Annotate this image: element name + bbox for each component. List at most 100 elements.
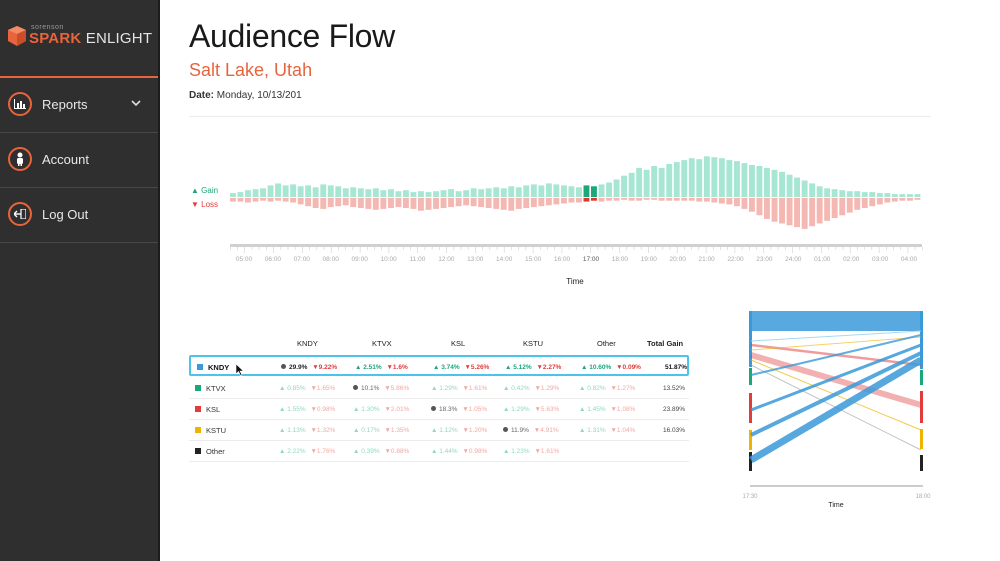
loss-bar — [666, 198, 673, 201]
x-tick-label: 03:00 — [872, 256, 889, 263]
flow-link — [749, 356, 923, 464]
gain-value: ▲ 5.12% — [505, 364, 532, 371]
loss-bar — [305, 198, 312, 207]
flow-cell: ▲ 5.12% ▼2.27% — [505, 364, 561, 371]
nav-item-account[interactable]: Account — [0, 133, 158, 188]
date-value: Monday, 10/13/201 — [216, 90, 302, 101]
flow-cell: 29.9% ▼9.22% — [281, 364, 337, 371]
x-tick-mark — [741, 247, 743, 250]
logo-text: SPARK ENLIGHT — [29, 30, 152, 47]
x-tick-mark — [540, 247, 541, 250]
loss-bar — [741, 198, 748, 209]
x-tick-mark — [842, 247, 844, 250]
gain-bar — [478, 189, 485, 197]
flow-cell: ▲ 1.44% ▼0.98% — [431, 448, 487, 455]
gain-bar — [613, 179, 620, 197]
loss-value: ▼1.27% — [608, 385, 636, 392]
flow-node-left — [749, 393, 752, 423]
loss-bar — [493, 198, 500, 209]
nav-item-logout[interactable]: Log Out — [0, 188, 158, 243]
gain-bar — [749, 165, 755, 197]
gain-loss-chart[interactable]: ▲ Gain ▼ Loss 05:00 06:00 07:00 08:00 09:00 1… — [185, 140, 935, 290]
sidebar: sorenson SPARK ENLIGHT Reports Account L… — [0, 0, 160, 561]
flow-node-left — [749, 335, 752, 367]
gain-bar — [643, 169, 650, 197]
x-tick-mark — [482, 247, 483, 250]
x-tick-mark — [713, 247, 714, 250]
loss-bar — [628, 198, 635, 201]
x-tick-mark — [352, 247, 354, 250]
loss-value: ▼1.6% — [384, 364, 408, 371]
loss-bar — [621, 198, 627, 200]
loss-bar — [538, 198, 545, 207]
loss-bar — [342, 198, 349, 206]
gain-value: ▲ 0.17% — [353, 427, 380, 434]
gain-value: ▲ 2.22% — [279, 448, 306, 455]
loss-value: ▼4.91% — [531, 427, 559, 434]
gain-bar — [312, 187, 319, 197]
station-flow-chart[interactable]: 17:30 18:00 Time — [740, 305, 935, 520]
x-tick-mark — [878, 247, 880, 253]
loss-bar — [696, 198, 703, 202]
table-row[interactable]: KNDY 29.9% ▼9.22% ▲ 2.51% ▼1.6% ▲ 3.74% ▼5.… — [189, 355, 689, 376]
chevron-down-icon[interactable] — [131, 100, 141, 107]
total-gain: 23.89% — [662, 406, 685, 413]
x-tick-label: 24:00 — [785, 256, 802, 263]
x-tick-mark — [799, 247, 801, 250]
x-tick-mark — [345, 247, 346, 250]
gain-bar — [568, 186, 575, 197]
app-logo[interactable]: sorenson SPARK ENLIGHT — [0, 0, 158, 78]
gain-bar — [380, 190, 387, 197]
x-tick-mark — [287, 247, 289, 250]
x-tick-label: 20:00 — [670, 256, 687, 263]
gain-bar — [515, 187, 522, 197]
loss-value: ▼9.22% — [310, 364, 338, 371]
flow-cell: ▲ 1.29% ▼1.61% — [431, 385, 487, 392]
loss-bar — [651, 198, 658, 200]
x-tick-mark — [777, 247, 779, 250]
gain-bar — [245, 190, 251, 197]
loss-value: ▼0.88% — [382, 448, 410, 455]
loss-bar — [403, 198, 409, 208]
x-tick-mark — [237, 247, 238, 250]
nav-item-reports[interactable]: Reports — [0, 78, 158, 133]
x-tick-mark — [403, 247, 404, 250]
table-row[interactable]: KSTU ▲ 1.13% ▼1.32% ▲ 0.17% ▼1.35% ▲ 1.12% … — [189, 420, 689, 441]
date-label: Date: — [189, 90, 215, 101]
x-tick-mark — [532, 247, 534, 253]
table-row[interactable]: KSL ▲ 1.55% ▼0.98% ▲ 1.30% ▼2.01% 18.3% ▼1.… — [189, 399, 689, 420]
loss-bar — [673, 198, 680, 201]
x-tick-mark — [813, 247, 815, 250]
station-name: KNDY — [208, 363, 230, 372]
retained-dot-icon — [431, 406, 436, 411]
gain-value: ▲ 1.31% — [579, 427, 606, 434]
loss-bar — [749, 198, 755, 212]
x-tick-mark — [720, 247, 721, 250]
loss-bar — [237, 198, 244, 202]
loss-bar — [561, 198, 567, 204]
gain-value: ▲ 1.23% — [503, 448, 530, 455]
loss-bar — [658, 198, 665, 201]
station-name: KTVX — [206, 384, 226, 393]
loss-bar — [854, 198, 861, 210]
x-tick-mark — [302, 247, 303, 253]
x-tick-mark — [871, 247, 873, 250]
loss-bar — [372, 198, 379, 210]
loss-bar — [440, 198, 447, 208]
loss-bar — [312, 198, 319, 208]
loss-value: ▼2.01% — [382, 406, 410, 413]
table-row[interactable]: Other ▲ 2.22% ▼1.76% ▲ 0.39% ▼0.88% ▲ 1.44%… — [189, 441, 689, 462]
gain-bar — [561, 185, 567, 197]
flow-node-left — [749, 368, 752, 385]
loss-bar — [764, 198, 770, 219]
gain-bar — [831, 189, 838, 197]
mouse-cursor-icon — [236, 364, 244, 376]
loss-value: ▼1.65% — [308, 385, 336, 392]
loss-bar — [365, 198, 372, 209]
legend-gain: ▲ Gain — [191, 186, 218, 195]
gain-bar — [666, 164, 673, 197]
x-tick-label: 21:00 — [698, 256, 715, 263]
flow-cell: ▲ 10.60% ▼0.09% — [581, 364, 641, 371]
table-row[interactable]: KTVX ▲ 0.85% ▼1.65% 10.1% ▼5.86% ▲ 1.29% ▼1… — [189, 378, 689, 399]
x-tick-mark — [886, 247, 887, 250]
